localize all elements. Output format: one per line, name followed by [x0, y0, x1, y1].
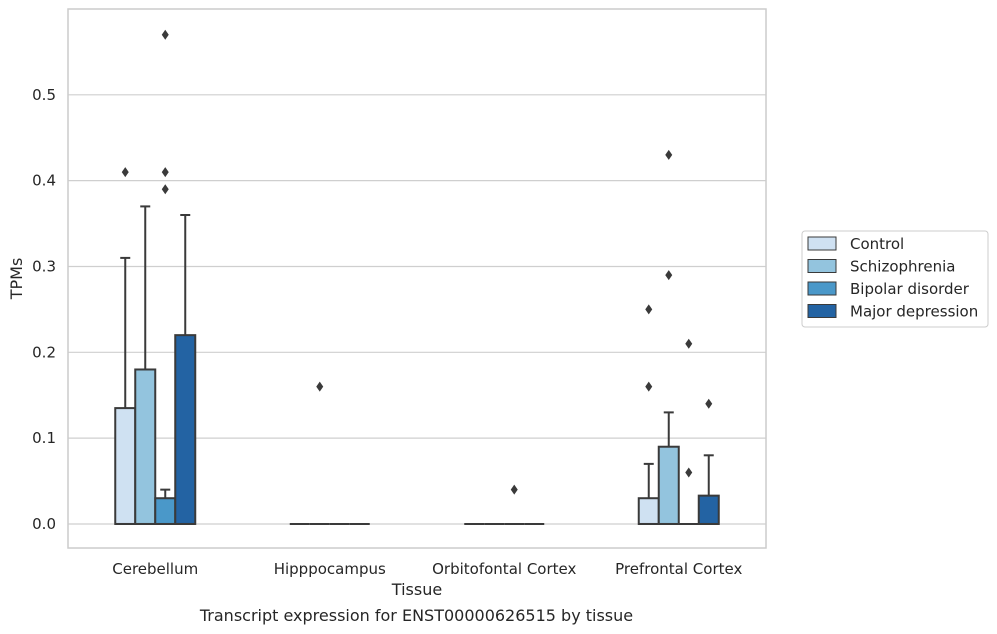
box-control	[637, 304, 660, 525]
y-tick-label: 0.4	[32, 172, 56, 190]
box-body	[174, 334, 197, 525]
legend-frame	[801, 230, 989, 328]
legend-label: Major depression	[850, 303, 978, 321]
legend-swatch	[807, 304, 837, 318]
box-bipolar-disorder	[504, 484, 525, 525]
y-tick-label: 0.3	[32, 257, 56, 275]
legend-swatch	[807, 259, 837, 273]
box-bipolar-disorder	[154, 29, 177, 525]
box-body	[637, 497, 660, 525]
box-major-depression	[174, 213, 197, 525]
outlier-point	[161, 184, 169, 195]
y-tick-label: 0.5	[32, 86, 56, 104]
box-major-depression	[697, 398, 720, 525]
box-schizophrenia	[657, 149, 680, 525]
box-bipolar-disorder	[678, 338, 699, 525]
box-plot-chart: 0.0 0.1 0.2 0.3 0.4 0.5 Cerebellum Hipppocampus…	[7, 8, 989, 599]
outlier-point	[161, 29, 169, 40]
figure-caption: Transcript expression for ENST0000062651…	[199, 606, 634, 625]
legend-swatch	[807, 236, 837, 251]
outlier-point	[510, 484, 518, 495]
y-tick-label: 0.2	[32, 343, 56, 361]
box-body	[114, 407, 137, 525]
outlier-point	[121, 167, 129, 178]
legend-label: Control	[850, 235, 904, 253]
x-tick-label: Cerebellum	[112, 560, 198, 578]
x-tick-label: Prefrontal Cortex	[615, 560, 742, 578]
outlier-point	[705, 398, 713, 409]
outlier-point	[685, 467, 693, 478]
legend-label: Bipolar disorder	[850, 280, 970, 298]
x-tick-label: Hipppocampus	[274, 560, 386, 578]
y-tick-label: 0.0	[32, 515, 56, 533]
legend-swatch	[807, 281, 837, 296]
outlier-point	[645, 304, 653, 315]
box-body	[657, 445, 680, 525]
box-schizophrenia	[309, 381, 330, 525]
y-axis-label: TPMs	[7, 258, 26, 301]
outlier-point	[645, 381, 653, 392]
box-schizophrenia	[134, 205, 157, 525]
plot-frame	[67, 8, 767, 549]
outlier-point	[161, 167, 169, 178]
box-body	[134, 368, 157, 525]
outlier-point	[685, 338, 693, 349]
legend-label: Schizophrenia	[850, 258, 955, 276]
box-body	[697, 494, 720, 525]
outlier-point	[665, 270, 673, 281]
x-tick-label: Orbitofontal Cortex	[432, 560, 576, 578]
x-axis-label: Tissue	[391, 580, 442, 599]
outlier-point	[665, 149, 673, 160]
y-tick-label: 0.1	[32, 429, 56, 447]
legend: Control Schizophrenia Bipolar disorder Majo…	[801, 230, 989, 328]
box-body	[154, 497, 177, 525]
box-control	[114, 167, 137, 525]
outlier-point	[316, 381, 324, 392]
